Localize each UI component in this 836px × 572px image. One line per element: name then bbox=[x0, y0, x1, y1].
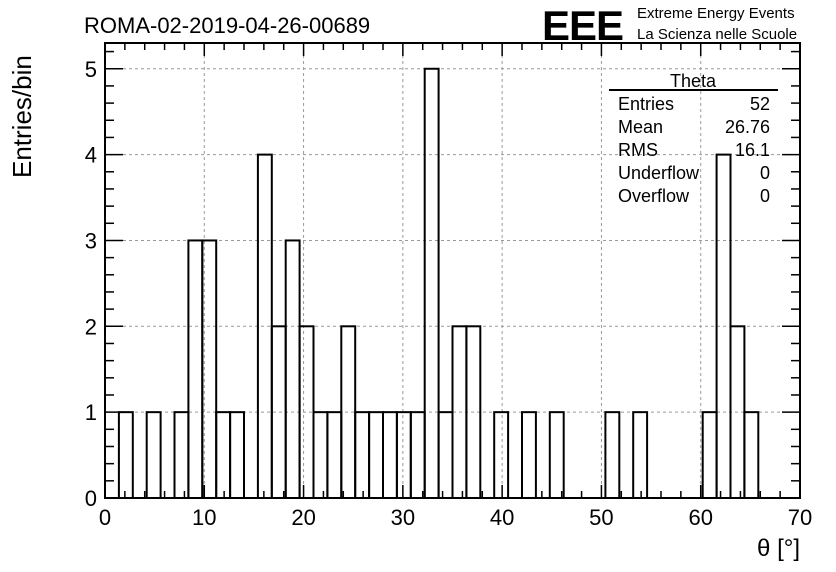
histogram-bin bbox=[604, 411, 621, 499]
stats-row-value: 0 bbox=[760, 186, 770, 206]
histogram-bin bbox=[743, 411, 760, 499]
histogram-bin bbox=[437, 411, 454, 499]
histogram-bin bbox=[632, 411, 649, 499]
y-tick-label: 3 bbox=[85, 228, 97, 253]
y-axis-label: Entries/bin bbox=[7, 55, 37, 178]
stats-row-value: 52 bbox=[750, 94, 770, 114]
histogram-bin bbox=[229, 411, 246, 499]
x-tick-labels: 0 10 20 30 40 50 60 70 bbox=[99, 505, 812, 530]
histogram-bin bbox=[368, 411, 385, 499]
plot-frame bbox=[104, 42, 801, 499]
stats-box: Theta Entries 52 Mean 26.76 RMS 16.1 Underflow… bbox=[609, 71, 778, 206]
stats-rows: Entries 52 Mean 26.76 RMS 16.1 Underflow 0 Overf… bbox=[618, 94, 770, 206]
histogram-bin bbox=[548, 411, 565, 499]
histogram-bin bbox=[493, 411, 510, 499]
histogram-bin bbox=[326, 411, 343, 499]
stats-row-label: RMS bbox=[618, 140, 658, 160]
stats-row-value: 16.1 bbox=[735, 140, 770, 160]
histogram-bin bbox=[409, 411, 426, 499]
histogram-bin bbox=[382, 411, 398, 499]
histogram-bin bbox=[215, 411, 232, 499]
histogram-bin bbox=[145, 411, 162, 499]
x-tick-label: 70 bbox=[788, 505, 812, 530]
y-tick-label: 0 bbox=[85, 486, 97, 511]
histogram-bin bbox=[173, 411, 190, 499]
histogram-bin bbox=[354, 411, 371, 499]
y-tick-label: 1 bbox=[85, 400, 97, 425]
stats-row-label: Mean bbox=[618, 117, 663, 137]
histogram-bin bbox=[423, 67, 440, 499]
histogram-bin bbox=[701, 411, 718, 499]
x-tick-label: 10 bbox=[192, 505, 216, 530]
histogram-bin bbox=[521, 411, 537, 499]
x-axis-label: θ [°] bbox=[757, 535, 800, 562]
x-tick-label: 30 bbox=[391, 505, 415, 530]
y-tick-label: 2 bbox=[85, 314, 97, 339]
stats-row-value: 26.76 bbox=[725, 117, 770, 137]
stats-row-label: Overflow bbox=[618, 186, 690, 206]
y-tick-label: 5 bbox=[85, 57, 97, 82]
x-tick-label: 60 bbox=[688, 505, 712, 530]
x-tick-label: 40 bbox=[490, 505, 514, 530]
x-tick-label: 50 bbox=[589, 505, 613, 530]
stats-row-label: Underflow bbox=[618, 163, 700, 183]
chart-title: ROMA-02-2019-04-26-00689 bbox=[84, 13, 370, 38]
stats-row-label: Entries bbox=[618, 94, 674, 114]
histogram-bin bbox=[395, 411, 412, 499]
eee-logo: EEE bbox=[542, 2, 623, 49]
stats-row-value: 0 bbox=[760, 163, 770, 183]
y-tick-labels: 0 1 2 3 4 5 bbox=[85, 57, 97, 511]
stats-title: Theta bbox=[670, 71, 717, 91]
eee-logo-line1: Extreme Energy Events bbox=[637, 5, 795, 22]
x-tick-label: 0 bbox=[99, 505, 111, 530]
histogram-bin bbox=[284, 239, 301, 500]
eee-logo-line2: La Scienza nelle Scuole bbox=[637, 26, 797, 43]
histogram-bin bbox=[117, 411, 134, 499]
y-tick-label: 4 bbox=[85, 143, 97, 168]
histogram-bin bbox=[187, 239, 204, 500]
x-tick-label: 20 bbox=[291, 505, 315, 530]
histogram-bin bbox=[312, 411, 329, 499]
